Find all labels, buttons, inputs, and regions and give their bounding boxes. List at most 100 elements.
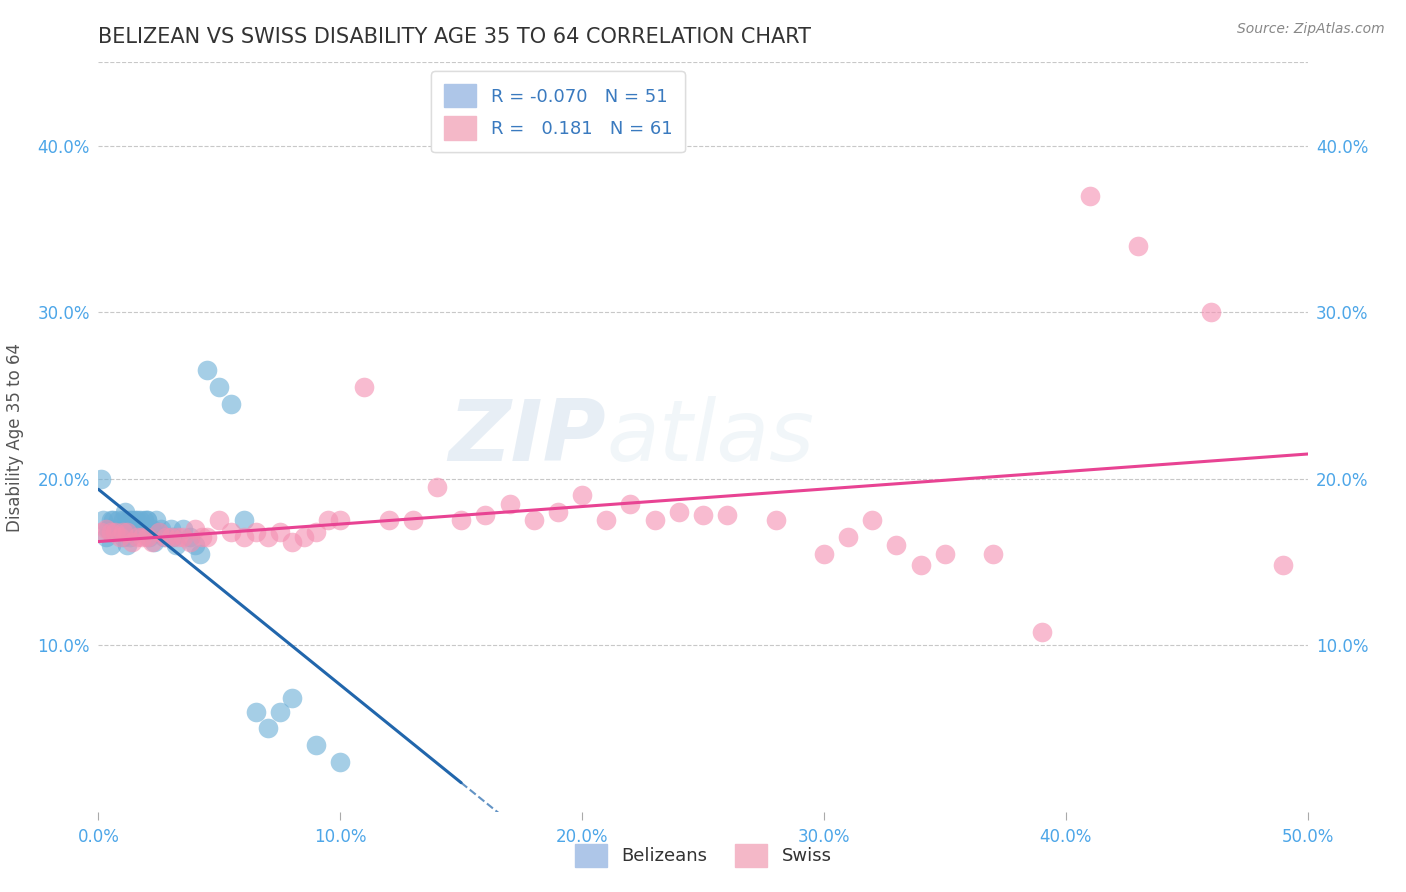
Text: Source: ZipAtlas.com: Source: ZipAtlas.com [1237, 22, 1385, 37]
Point [114, 505, 136, 519]
Point [208, 380, 231, 394]
Point [402, 513, 425, 527]
Point [121, 535, 143, 549]
Point [208, 513, 231, 527]
Point [114, 522, 136, 536]
Point [934, 547, 956, 561]
Point [155, 530, 177, 544]
Point [523, 513, 546, 527]
Point [619, 497, 641, 511]
Point [91, 513, 114, 527]
Text: ZIP: ZIP [449, 395, 606, 479]
Point [813, 547, 835, 561]
Point [184, 522, 207, 536]
Point [108, 524, 131, 539]
Point [195, 363, 218, 377]
Point [1272, 558, 1295, 573]
Point [269, 705, 291, 719]
Point [377, 513, 399, 527]
Point [232, 513, 254, 527]
Point [100, 538, 122, 552]
Point [837, 530, 859, 544]
Point [135, 513, 157, 527]
Point [191, 530, 214, 544]
Point [1128, 238, 1150, 252]
Point [256, 722, 278, 736]
Point [547, 505, 569, 519]
Point [128, 513, 150, 527]
Point [329, 513, 352, 527]
Point [1078, 188, 1101, 202]
Point [94, 530, 117, 544]
Point [150, 522, 173, 536]
Point [886, 538, 908, 552]
Point [221, 524, 243, 539]
Point [256, 530, 278, 544]
Point [305, 738, 328, 752]
Point [90, 524, 112, 539]
Point [141, 535, 163, 549]
Point [160, 530, 183, 544]
Point [162, 530, 184, 544]
Point [474, 508, 496, 523]
Point [152, 530, 174, 544]
Point [111, 524, 134, 539]
Point [108, 530, 131, 544]
Point [981, 547, 1004, 561]
Point [269, 524, 291, 539]
Point [121, 524, 143, 539]
Point [1199, 305, 1222, 319]
Legend: R = -0.070   N = 51, R =   0.181   N = 61: R = -0.070 N = 51, R = 0.181 N = 61 [432, 71, 685, 153]
Point [450, 513, 472, 527]
Point [94, 522, 117, 536]
Point [121, 513, 143, 527]
Point [668, 505, 690, 519]
Point [221, 397, 243, 411]
Point [860, 513, 883, 527]
Point [143, 535, 166, 549]
Point [117, 524, 139, 539]
Point [118, 530, 141, 544]
Point [138, 530, 160, 544]
Point [281, 691, 304, 706]
Point [101, 513, 124, 527]
Point [127, 513, 149, 527]
Point [124, 513, 146, 527]
Text: atlas: atlas [606, 395, 814, 479]
Point [232, 530, 254, 544]
Text: BELIZEAN VS SWISS DISABILITY AGE 35 TO 64 CORRELATION CHART: BELIZEAN VS SWISS DISABILITY AGE 35 TO 6… [98, 27, 811, 47]
Point [165, 538, 187, 552]
Point [1031, 624, 1053, 639]
Point [245, 524, 267, 539]
Point [245, 705, 267, 719]
Point [195, 530, 218, 544]
Legend: Belizeans, Swiss: Belizeans, Swiss [567, 837, 839, 874]
Point [117, 513, 139, 527]
Point [184, 538, 207, 552]
Point [329, 755, 352, 769]
Point [692, 508, 714, 523]
Point [426, 480, 449, 494]
Point [134, 513, 156, 527]
Point [148, 524, 170, 539]
Point [145, 513, 167, 527]
Point [188, 547, 211, 561]
Point [117, 538, 139, 552]
Point [281, 535, 304, 549]
Point [111, 530, 134, 544]
Y-axis label: Disability Age 35 to 64: Disability Age 35 to 64 [6, 343, 24, 532]
Point [716, 508, 738, 523]
Point [179, 530, 201, 544]
Point [172, 522, 194, 536]
Point [107, 513, 129, 527]
Point [571, 488, 593, 502]
Point [135, 513, 157, 527]
Point [160, 522, 183, 536]
Point [104, 524, 127, 539]
Point [135, 530, 157, 544]
Point [118, 513, 141, 527]
Point [167, 530, 190, 544]
Point [131, 522, 153, 536]
Point [100, 513, 122, 527]
Point [127, 530, 149, 544]
